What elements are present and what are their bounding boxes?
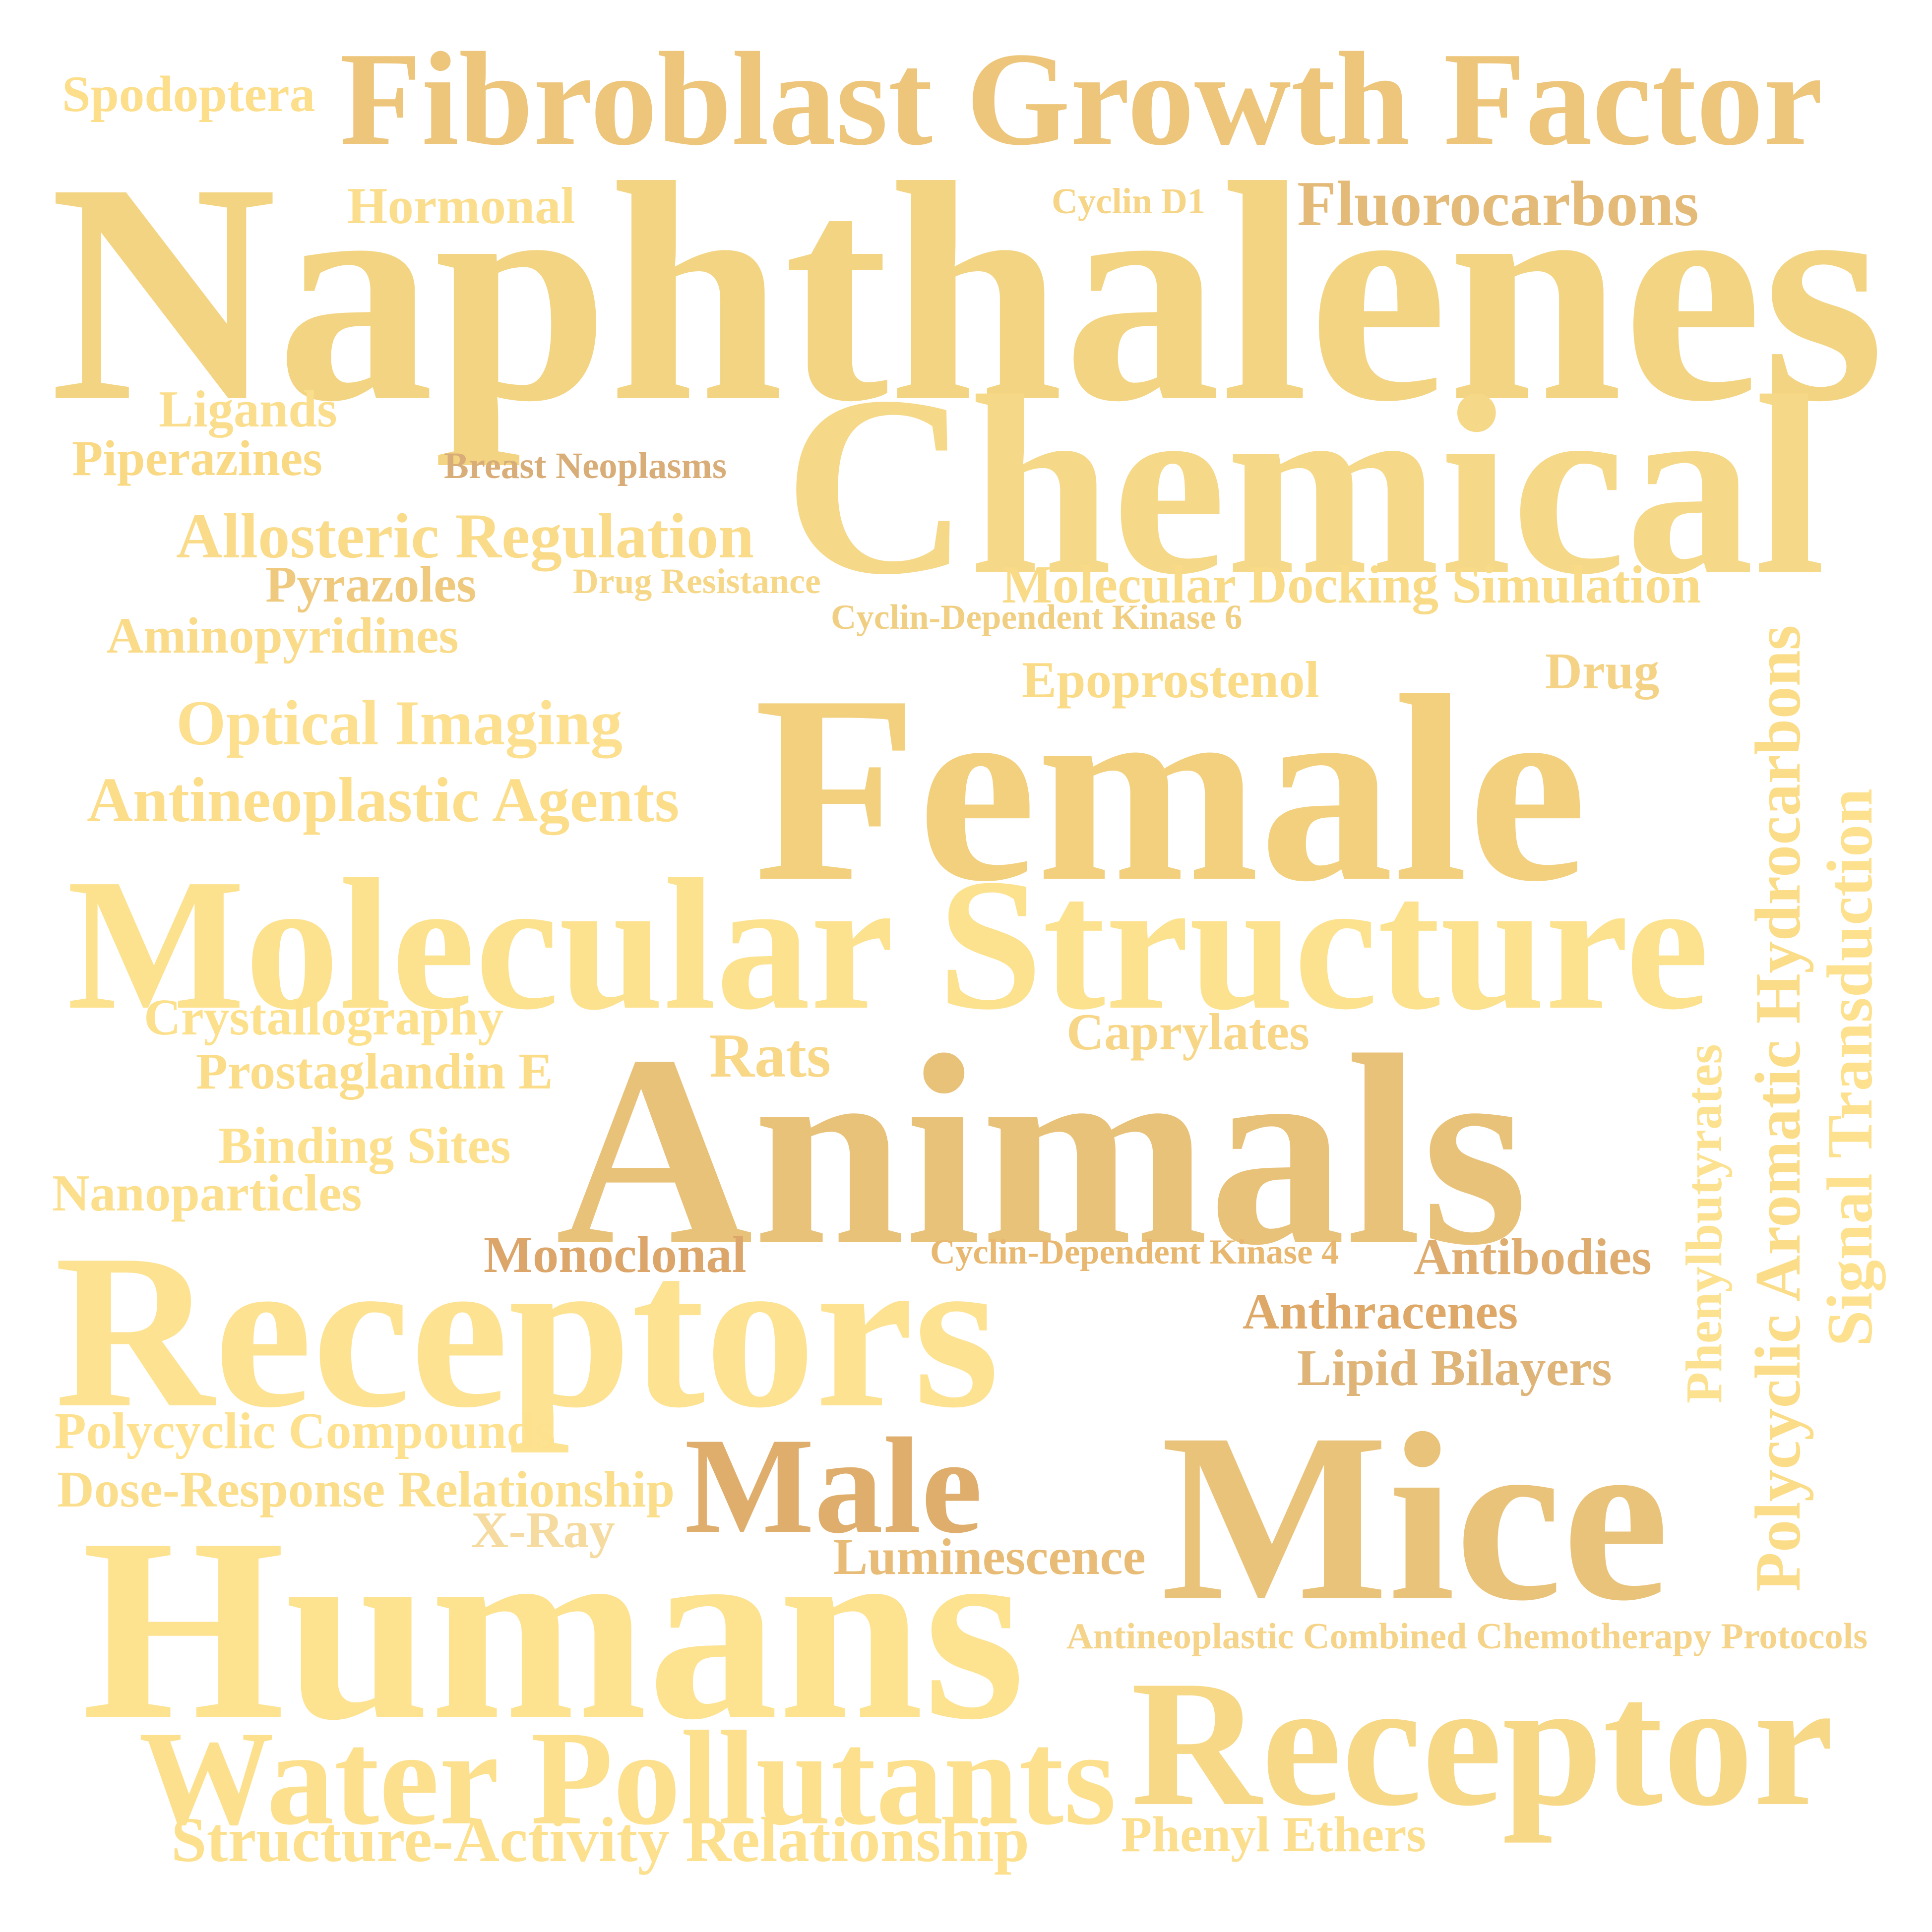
word-signal-transduction: Signal Transduction: [1814, 788, 1886, 1346]
word-nanoparticles: Nanoparticles: [52, 1163, 362, 1222]
word-cyclin-dependent-kinase-6: Cyclin-Dependent Kinase 6: [831, 598, 1243, 637]
word-optical-imaging: Optical Imaging: [176, 687, 623, 758]
word-allosteric-regulation: Allosteric Regulation: [176, 500, 754, 571]
word-polycyclic-aromatic-hydrocarbons: Polycyclic Aromatic Hydrocarbons: [1742, 625, 1814, 1592]
word-humans: Humans: [82, 1484, 1025, 1773]
word-hormonal: Hormonal: [347, 177, 575, 235]
word-x-ray: X-Ray: [471, 1501, 615, 1559]
word-structure-activity-relationship: Structure-Activity Relationship: [171, 1804, 1030, 1875]
word-antineoplastic-combined-chemotherapy-protocols: Antineoplastic Combined Chemotherapy Pro…: [1066, 1616, 1868, 1657]
word-spodoptera: Spodoptera: [62, 65, 315, 122]
word-antineoplastic-agents: Antineoplastic Agents: [87, 764, 680, 835]
word-cyclin-d1: Cyclin D1: [1052, 181, 1206, 221]
word-antibodies: Antibodies: [1414, 1228, 1652, 1285]
word-crystallography: Crystallography: [144, 989, 504, 1046]
word-male: Male: [685, 1409, 983, 1562]
word-pyrazoles: Pyrazoles: [265, 556, 477, 613]
word-fibroblast-growth-factor: Fibroblast Growth Factor: [340, 25, 1823, 173]
word-drug-resistance: Drug Resistance: [573, 561, 821, 601]
word-chemical: Chemical: [784, 343, 1825, 628]
word-water-pollutants: Water Pollutants: [139, 1703, 1117, 1853]
word-luminescence: Luminescence: [833, 1528, 1146, 1585]
word-monoclonal: Monoclonal: [484, 1225, 747, 1283]
word-female: Female: [754, 640, 1587, 937]
word-breast-neoplasms: Breast Neoplasms: [444, 445, 727, 486]
word-lipid-bilayers: Lipid Bilayers: [1297, 1338, 1612, 1396]
word-rats: Rats: [709, 1022, 831, 1090]
word-fluorocarbons: Fluorocarbons: [1297, 168, 1699, 239]
word-polycyclic-compounds: Polycyclic Compounds: [55, 1402, 556, 1459]
word-phenyl-ethers: Phenyl Ethers: [1121, 1807, 1427, 1863]
word-piperazines: Piperazines: [72, 430, 322, 486]
word-binding-sites: Binding Sites: [218, 1116, 511, 1174]
word-epoprostenol: Epoprostenol: [1022, 650, 1319, 709]
word-receptor: Receptor: [1131, 1642, 1834, 1843]
word-mice: Mice: [1161, 1384, 1670, 1651]
word-anthracenes: Anthracenes: [1243, 1283, 1518, 1340]
word-dose-response-relationship: Dose-Response Relationship: [57, 1461, 675, 1518]
word-receptors: Receptors: [55, 1209, 999, 1453]
word-animals: Animals: [556, 999, 1528, 1302]
word-caprylates: Caprylates: [1066, 1002, 1309, 1061]
word-cyclin-dependent-kinase-4: Cyclin-Dependent Kinase 4: [930, 1232, 1339, 1271]
word-naphthalenes: Naphthalenes: [50, 119, 1885, 467]
word-molecular-docking-simulation: Molecular Docking Simulation: [1002, 555, 1701, 614]
word-phenylbutyrates: Phenylbutyrates: [1676, 1044, 1733, 1403]
word-prostaglandin-e: Prostaglandin E: [196, 1042, 553, 1100]
word-ligands: Ligands: [159, 380, 337, 438]
word-molecular-structure: Molecular Structure: [67, 840, 1709, 1049]
word-aminopyridines: Aminopyridines: [107, 607, 459, 664]
word-drug: Drug: [1545, 643, 1660, 700]
